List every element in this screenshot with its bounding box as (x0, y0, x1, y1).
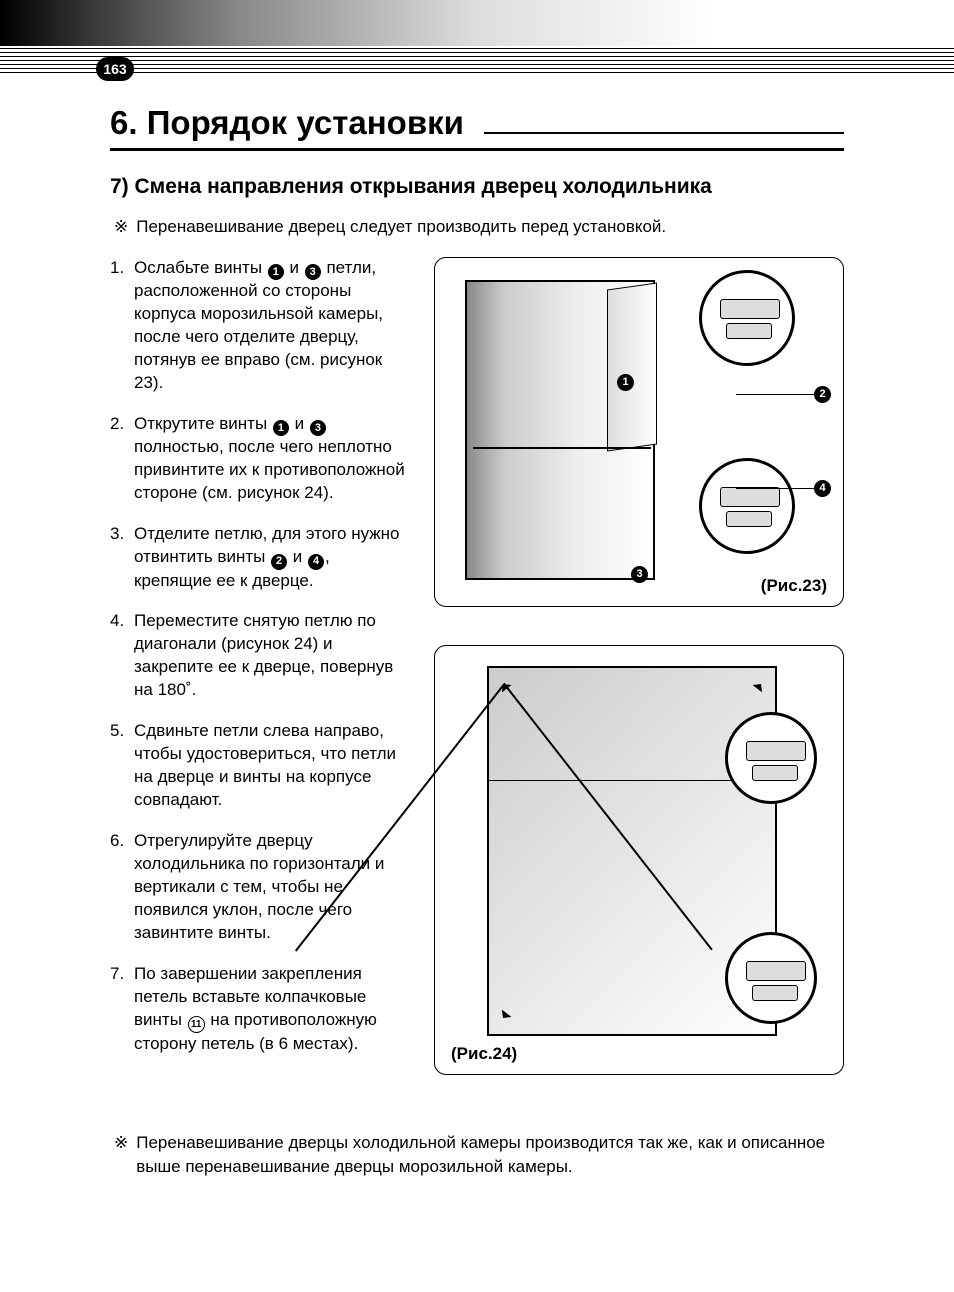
figure-24-label: (Рис.24) (451, 1044, 517, 1064)
intro-note: ※ Перенавешивание дверец следует произво… (110, 215, 844, 239)
footer-note-text: Перенавешивание дверцы холодильной камер… (136, 1131, 844, 1179)
section-title: 7) Смена направления открывания дверец х… (110, 175, 844, 199)
circled-number: 3 (305, 264, 321, 280)
step-item: По завершении закрепления петель вставьт… (110, 963, 410, 1056)
chapter-heading-row: 6. Порядок установки (110, 104, 844, 151)
step-item: Переместите снятую петлю по диагонали (р… (110, 610, 410, 702)
callout-4: 4 (814, 480, 831, 497)
chapter-title: 6. Порядок установки (110, 104, 464, 142)
intro-note-text: Перенавешивание дверец следует производи… (136, 215, 666, 239)
note-marker: ※ (114, 215, 128, 239)
circled-number: 1 (268, 264, 284, 280)
step-item: Открутите винты 1 и 3 полностью, после ч… (110, 413, 410, 505)
page-number-badge: 163 (96, 57, 134, 81)
step-item: Сдвиньте петли слева направо, чтобы удос… (110, 720, 410, 812)
hinge-detail-bottom (699, 458, 795, 554)
header-rules (0, 46, 954, 73)
callout-3: 3 (631, 566, 648, 583)
circled-number: 2 (271, 554, 287, 570)
circled-number-hollow: 11 (188, 1016, 205, 1033)
hinge-detail-24-bottom (725, 932, 817, 1024)
page-content: 6. Порядок установки 7) Смена направлени… (0, 76, 954, 1178)
fridge-illustration-23 (465, 280, 655, 580)
circled-number: 1 (273, 420, 289, 436)
header-gradient (0, 0, 954, 46)
circled-number: 4 (308, 554, 324, 570)
step-item: Ослабьте винты 1 и 3 петли, расположенно… (110, 257, 410, 395)
footer-note: ※ Перенавешивание дверцы холодильной кам… (110, 1131, 844, 1179)
steps-list: Ослабьте винты 1 и 3 петли, расположенно… (110, 257, 410, 1056)
figure-24: (Рис.24) (434, 645, 844, 1075)
chapter-rule (484, 132, 844, 134)
hinge-detail-top (699, 270, 795, 366)
hinge-detail-24-top (725, 712, 817, 804)
callout-2: 2 (814, 386, 831, 403)
figure-23-label: (Рис.23) (761, 576, 827, 596)
lead-line (736, 488, 814, 490)
note-marker: ※ (114, 1131, 128, 1179)
callout-1: 1 (617, 374, 634, 391)
figure-23: 1 2 3 4 (Рис.23) (434, 257, 844, 607)
circled-number: 3 (310, 420, 326, 436)
lead-line (736, 394, 814, 396)
step-item: Отрегулируйте дверцу холодильника по гор… (110, 830, 410, 945)
step-item: Отделите петлю, для этого нужно отвинтит… (110, 523, 410, 592)
